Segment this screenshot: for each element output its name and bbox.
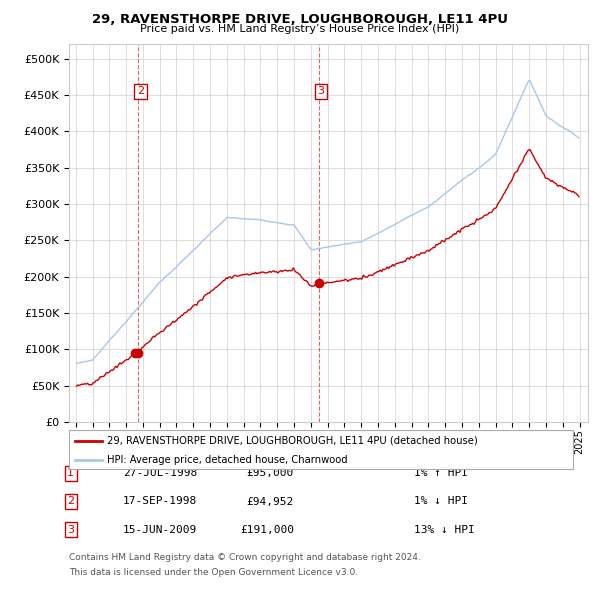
Text: 17-SEP-1998: 17-SEP-1998 xyxy=(123,497,197,506)
Text: £191,000: £191,000 xyxy=(240,525,294,535)
Text: 2: 2 xyxy=(137,87,144,96)
Text: Contains HM Land Registry data © Crown copyright and database right 2024.: Contains HM Land Registry data © Crown c… xyxy=(69,553,421,562)
Text: This data is licensed under the Open Government Licence v3.0.: This data is licensed under the Open Gov… xyxy=(69,568,358,577)
Text: HPI: Average price, detached house, Charnwood: HPI: Average price, detached house, Char… xyxy=(107,455,347,466)
Text: 1% ↓ HPI: 1% ↓ HPI xyxy=(414,497,468,506)
Text: 1% ↑ HPI: 1% ↑ HPI xyxy=(414,468,468,478)
Text: Price paid vs. HM Land Registry’s House Price Index (HPI): Price paid vs. HM Land Registry’s House … xyxy=(140,24,460,34)
Text: 3: 3 xyxy=(67,525,74,535)
Text: £94,952: £94,952 xyxy=(247,497,294,506)
Text: 3: 3 xyxy=(317,87,325,96)
Text: 1: 1 xyxy=(67,468,74,478)
Text: £95,000: £95,000 xyxy=(247,468,294,478)
Text: 15-JUN-2009: 15-JUN-2009 xyxy=(123,525,197,535)
Text: 27-JUL-1998: 27-JUL-1998 xyxy=(123,468,197,478)
Text: 13% ↓ HPI: 13% ↓ HPI xyxy=(414,525,475,535)
Text: 29, RAVENSTHORPE DRIVE, LOUGHBOROUGH, LE11 4PU (detached house): 29, RAVENSTHORPE DRIVE, LOUGHBOROUGH, LE… xyxy=(107,435,478,445)
Text: 2: 2 xyxy=(67,497,74,506)
Text: 29, RAVENSTHORPE DRIVE, LOUGHBOROUGH, LE11 4PU: 29, RAVENSTHORPE DRIVE, LOUGHBOROUGH, LE… xyxy=(92,13,508,26)
